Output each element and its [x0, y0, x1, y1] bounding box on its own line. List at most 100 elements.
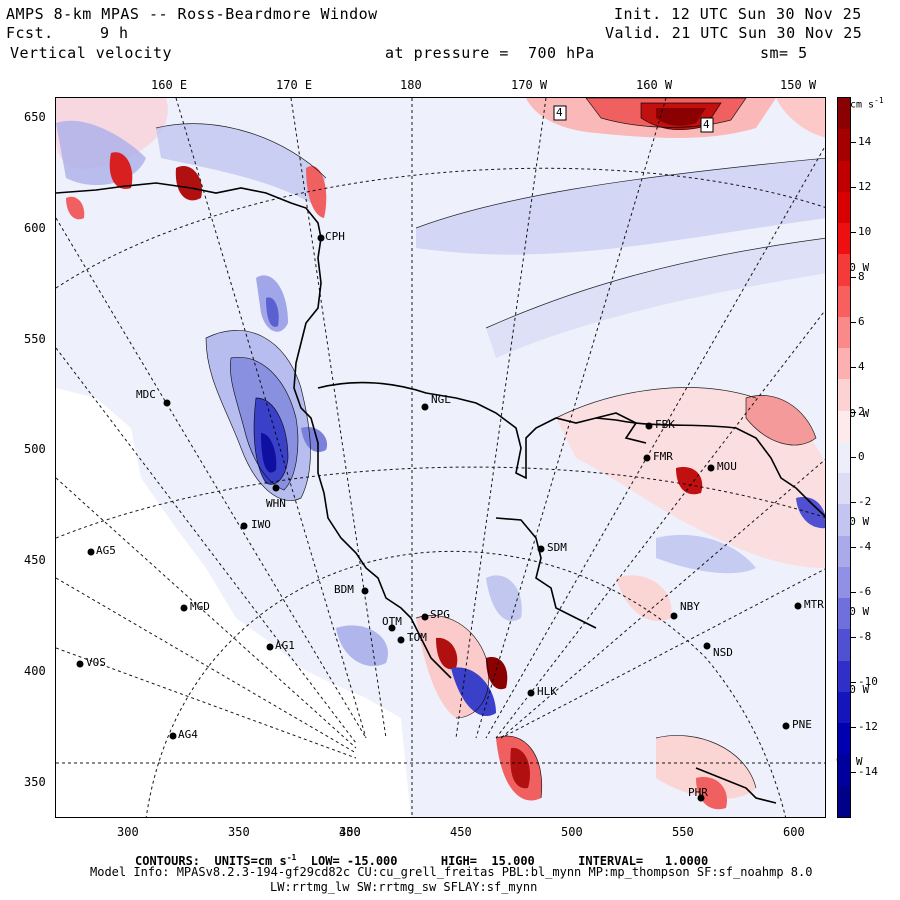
colorbar-swatch	[838, 410, 850, 442]
colorbar	[837, 97, 851, 818]
station-label: SDM	[547, 541, 567, 554]
colorbar-tick-label: 12	[858, 180, 872, 193]
bottom-axis-label: 450	[450, 825, 472, 839]
bottom-axis-label: 400	[339, 825, 361, 839]
station-label: AG4	[178, 728, 198, 741]
colorbar-tick	[851, 727, 856, 728]
contour-label: 4	[556, 106, 563, 119]
left-axis-label: 600	[24, 221, 46, 235]
colorbar-swatch	[838, 223, 850, 255]
colorbar-tick	[851, 322, 856, 323]
colorbar-tick-label: -4	[858, 540, 872, 553]
bottom-axis-label: 350	[339, 825, 361, 839]
colorbar-swatch	[838, 191, 850, 223]
bottom-axis-label: 300	[117, 825, 139, 839]
station-label: MTR	[804, 598, 824, 611]
field-name: Vertical velocity	[10, 44, 173, 62]
top-axis-label: 150 W	[780, 78, 817, 92]
colorbar-tick-label: 6	[858, 315, 865, 328]
station-label: BDM	[334, 583, 354, 596]
vertical-velocity-field	[56, 98, 825, 817]
station-label: CPH	[325, 230, 345, 243]
colorbar-tick-label: -8	[858, 630, 872, 643]
colorbar-tick	[851, 772, 856, 773]
colorbar-swatch	[838, 285, 850, 317]
valid-time: Valid. 21 UTC Sun 30 Nov 25	[605, 24, 863, 42]
top-axis-label: 160 W	[636, 78, 673, 92]
colorbar-tick	[851, 682, 856, 683]
colorbar-swatch	[838, 441, 850, 473]
colorbar-swatch	[838, 535, 850, 567]
station-label: TOM	[407, 631, 427, 644]
station-label: AG5	[96, 544, 116, 557]
colorbar-swatch	[838, 473, 850, 505]
colorbar-tick-label: 4	[858, 360, 865, 373]
colorbar-tick	[851, 502, 856, 503]
top-axis-label: 170 E	[276, 78, 313, 92]
left-axis-label: 450	[24, 553, 46, 567]
colorbar-tick	[851, 367, 856, 368]
colorbar-swatch	[838, 348, 850, 380]
colorbar-tick-label: 10	[858, 225, 872, 238]
station-label: IWO	[251, 518, 271, 531]
station-label: MDC	[136, 388, 156, 401]
colorbar-tick-label: 8	[858, 270, 865, 283]
colorbar-units: cm s-1	[850, 96, 884, 111]
left-axis-label: 650	[24, 110, 46, 124]
station-label: FBK	[655, 418, 675, 431]
station-label: SPG	[430, 608, 450, 621]
init-time: Init. 12 UTC Sun 30 Nov 25	[614, 5, 862, 23]
colorbar-tick-label: -2	[858, 495, 872, 508]
colorbar-swatch	[838, 98, 850, 130]
colorbar-tick	[851, 637, 856, 638]
left-axis-label: 500	[24, 442, 46, 456]
colorbar-tick-label: -10	[858, 675, 878, 688]
colorbar-swatch	[838, 691, 850, 723]
left-axis-label: 350	[24, 775, 46, 789]
station-label: OTM	[382, 615, 402, 628]
station-label: VOS	[86, 656, 106, 669]
colorbar-swatch	[838, 723, 850, 755]
colorbar-tick	[851, 142, 856, 143]
colorbar-swatch	[838, 504, 850, 536]
forecast-label: Fcst.	[6, 24, 54, 42]
model-info: Model Info: MPASv8.2.3-194-gf29cd82c CU:…	[90, 865, 813, 879]
top-axis-label: 160 E	[151, 78, 188, 92]
colorbar-tick	[851, 277, 856, 278]
station-label: AG1	[275, 639, 295, 652]
colorbar-tick-label: 2	[858, 405, 865, 418]
colorbar-swatch	[838, 785, 850, 817]
left-axis-label: 550	[24, 332, 46, 346]
station-label: WHN	[266, 497, 286, 510]
colorbar-tick-label: 14	[858, 135, 872, 148]
colorbar-tick	[851, 187, 856, 188]
colorbar-swatch	[838, 660, 850, 692]
forecast-hour: 9 h	[100, 24, 129, 42]
pressure-level: at pressure = 700 hPa	[385, 44, 595, 62]
colorbar-swatch	[838, 598, 850, 630]
top-axis-label: 180	[400, 78, 422, 92]
map-panel: 4 4 CPH NGL MDC FBK FMR MOU WHN IWO AG5 …	[55, 97, 826, 818]
top-axis-label: 170 W	[511, 78, 548, 92]
colorbar-tick-label: -12	[858, 720, 878, 733]
contour-info: CONTOURS: UNITS=cm s-1 LOW= -15.000 HIGH…	[135, 853, 709, 868]
colorbar-swatch	[838, 379, 850, 411]
colorbar-swatch	[838, 629, 850, 661]
colorbar-swatch	[838, 160, 850, 192]
colorbar-swatch	[838, 754, 850, 786]
colorbar-tick-label: 0	[858, 450, 865, 463]
bottom-axis-label: 550	[672, 825, 694, 839]
bottom-axis-label: 350	[228, 825, 250, 839]
station-label: PHR	[688, 786, 708, 799]
colorbar-swatch	[838, 316, 850, 348]
colorbar-tick	[851, 457, 856, 458]
colorbar-tick	[851, 232, 856, 233]
left-axis-label: 400	[24, 664, 46, 678]
colorbar-tick	[851, 412, 856, 413]
colorbar-swatch	[838, 129, 850, 161]
colorbar-tick-label: -14	[858, 765, 878, 778]
station-label: MGD	[190, 600, 210, 613]
station-label: MOU	[717, 460, 737, 473]
bottom-axis-label: 600	[783, 825, 805, 839]
station-label: NGL	[431, 393, 451, 406]
